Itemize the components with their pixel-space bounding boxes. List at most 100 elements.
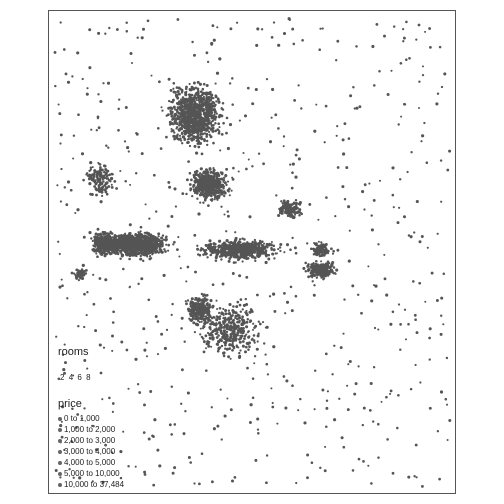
map-point: [101, 398, 104, 401]
map-point: [202, 193, 205, 196]
map-point: [106, 169, 110, 173]
map-point: [204, 170, 207, 174]
map-point: [399, 348, 402, 351]
map-point: [239, 330, 243, 334]
map-point: [208, 174, 211, 178]
map-point: [398, 178, 402, 181]
map-point: [220, 107, 223, 110]
map-point: [256, 334, 260, 338]
map-point: [230, 479, 235, 483]
map-point: [180, 327, 183, 330]
map-point: [210, 199, 214, 202]
map-point: [233, 476, 237, 479]
map-point: [212, 427, 216, 431]
map-point: [165, 243, 168, 246]
map-point: [230, 252, 234, 256]
map-point: [383, 277, 387, 281]
map-point: [363, 208, 366, 211]
map-point: [140, 233, 144, 236]
map-point: [178, 106, 182, 110]
map-point: [353, 107, 356, 110]
map-point: [409, 387, 413, 391]
map-point: [144, 203, 147, 206]
map-point: [233, 254, 236, 257]
map-point: [331, 373, 334, 376]
map-point: [103, 235, 106, 238]
map-point: [126, 245, 130, 248]
map-point: [229, 314, 233, 318]
map-point: [122, 267, 125, 271]
map-point: [367, 265, 370, 268]
map-point: [177, 137, 181, 141]
map-point: [234, 314, 238, 318]
map-point: [342, 152, 346, 156]
map-point: [225, 116, 229, 120]
map-point: [219, 388, 222, 391]
map-point: [285, 300, 290, 304]
map-point: [209, 332, 213, 336]
map-point: [206, 256, 209, 259]
map-point: [291, 203, 294, 206]
map-point: [193, 482, 196, 485]
map-point: [198, 106, 201, 109]
map-point: [59, 200, 63, 203]
map-point: [338, 397, 341, 400]
map-point: [397, 123, 400, 126]
map-point: [236, 313, 239, 316]
map-point: [170, 313, 173, 317]
map-point: [193, 104, 196, 108]
map-point: [86, 87, 89, 90]
map-point: [205, 94, 208, 97]
map-point: [413, 231, 416, 234]
map-point: [213, 110, 217, 114]
map-point: [249, 319, 253, 323]
map-point: [415, 199, 419, 204]
map-point: [208, 340, 211, 343]
map-point: [106, 232, 109, 235]
map-point: [154, 315, 158, 318]
map-point: [91, 166, 94, 169]
map-point: [117, 246, 121, 250]
map-point: [220, 258, 223, 261]
map-point: [124, 248, 127, 251]
map-point: [217, 100, 221, 104]
map-point: [206, 331, 210, 335]
map-point: [169, 88, 173, 92]
map-point: [208, 304, 211, 308]
map-point: [183, 97, 187, 101]
map-point: [201, 301, 204, 304]
map-point: [136, 383, 140, 386]
map-point: [194, 317, 198, 321]
map-point: [193, 108, 197, 112]
map-point: [206, 60, 210, 64]
map-point: [436, 232, 439, 235]
map-point: [198, 321, 201, 324]
map-point: [200, 188, 203, 191]
map-point: [238, 319, 241, 323]
map-point: [90, 192, 94, 197]
map-point: [220, 344, 224, 348]
map-point: [294, 294, 298, 298]
map-point: [98, 170, 101, 173]
map-point: [128, 285, 132, 288]
map-point: [245, 320, 249, 324]
map-point: [206, 143, 209, 147]
map-point: [334, 214, 337, 218]
map-point: [206, 122, 210, 126]
map-point: [292, 42, 296, 46]
map-point: [182, 124, 186, 129]
map-point: [189, 302, 192, 306]
map-point: [225, 239, 229, 243]
map-point: [213, 198, 216, 201]
map-point: [425, 161, 429, 164]
map-point: [190, 297, 194, 301]
map-point: [218, 317, 221, 321]
map-point: [286, 211, 290, 215]
map-point: [325, 242, 328, 246]
map-point: [242, 246, 246, 250]
map-point: [230, 189, 233, 192]
map-point: [385, 395, 388, 399]
map-point: [321, 247, 325, 251]
map-point: [370, 214, 373, 217]
map-point: [302, 266, 306, 270]
